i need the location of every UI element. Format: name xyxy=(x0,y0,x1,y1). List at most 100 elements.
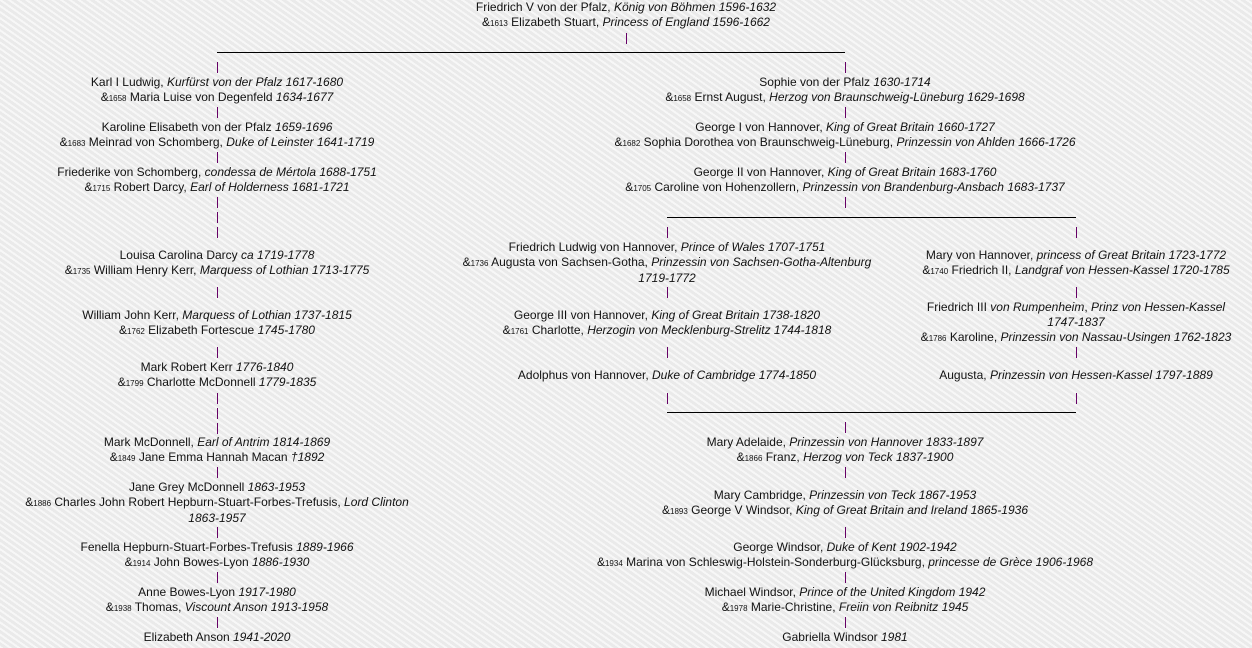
title-dates: Herzogin von Mecklenburg-Strelitz 1744-1… xyxy=(587,323,832,337)
name-text: Karoline, xyxy=(946,330,1001,344)
name-text: & xyxy=(100,90,109,104)
person-entry-augusta: Augusta, Prinzessin von Hessen-Kassel 17… xyxy=(939,368,1213,383)
descent-connector xyxy=(217,212,218,223)
entry-line: Friedrich Ludwig von Hannover, Prince of… xyxy=(463,240,872,255)
title-dates: Prinzessin von Teck 1867-1953 xyxy=(809,488,977,502)
descent-connector xyxy=(217,393,218,404)
title-dates: ca 1719-1778 xyxy=(240,248,315,262)
descent-connector xyxy=(845,572,846,583)
name-text: & xyxy=(736,450,745,464)
name-text: & xyxy=(84,180,93,194)
descent-connector xyxy=(217,527,218,538)
name-text: Sophie von der Pfalz xyxy=(759,75,874,89)
name-text: & xyxy=(105,600,114,614)
marriage-year: 1786 xyxy=(928,334,947,343)
title-dates: Princess of England 1596-1662 xyxy=(602,15,770,29)
name-text: , xyxy=(1084,300,1092,314)
title-dates: Prince of Wales 1707-1751 xyxy=(680,240,826,254)
title-dates: Freiin von Reibnitz 1945 xyxy=(838,600,969,614)
name-text: Charlotte McDonnell xyxy=(143,375,259,389)
person-entry-karoline: Karoline Elisabeth von der Pfalz 1659-16… xyxy=(60,120,375,151)
entry-line: Mary Cambridge, Prinzessin von Teck 1867… xyxy=(662,488,1028,503)
entry-line: Gabriella Windsor 1981 xyxy=(782,630,907,645)
person-entry-mary: Mary von Hannover, princess of Great Bri… xyxy=(922,248,1229,279)
name-text: Meinrad von Schomberg, xyxy=(85,135,227,149)
person-entry-friedrich3: Friedrich III von Rumpenheim, Prinz von … xyxy=(921,300,1232,346)
entry-line: Friedrich V von der Pfalz, König von Böh… xyxy=(476,0,776,15)
name-text: Marie-Christine, xyxy=(747,600,839,614)
marriage-year: 1866 xyxy=(744,454,763,463)
person-entry-adolphus: Adolphus von Hannover, Duke of Cambridge… xyxy=(518,368,816,383)
name-text: John Bowes-Lyon xyxy=(150,555,253,569)
marriage-year: 1799 xyxy=(125,379,144,388)
person-entry-gabriella: Gabriella Windsor 1981 xyxy=(782,630,907,645)
title-dates: 1981 xyxy=(881,630,908,644)
title-dates: Prince of the United Kingdom 1942 xyxy=(799,585,986,599)
title-dates: Marquess of Lothian 1713-1775 xyxy=(199,263,370,277)
descent-connector xyxy=(845,617,846,628)
marriage-year: 1715 xyxy=(92,184,111,193)
entry-line: &1886 Charles John Robert Hepburn-Stuart… xyxy=(25,495,409,511)
descent-connector xyxy=(667,347,668,358)
title-dates: Prinzessin von Hannover 1833-1897 xyxy=(789,435,984,449)
name-text: & xyxy=(502,323,511,337)
descent-connector xyxy=(1076,347,1077,358)
name-text: Mark McDonnell, xyxy=(103,435,198,449)
entry-line: &1715 Robert Darcy, Earl of Holderness 1… xyxy=(57,180,377,196)
descent-connector xyxy=(1076,393,1077,404)
marriage-year: 1934 xyxy=(604,559,623,568)
name-text: & xyxy=(117,375,126,389)
name-text: Mary Adelaide, xyxy=(706,435,790,449)
name-text: & xyxy=(665,90,674,104)
name-text: Mark Robert Kerr xyxy=(140,360,236,374)
name-text: William Henry Kerr, xyxy=(90,263,200,277)
descent-connector xyxy=(217,423,218,434)
marriage-year: 1705 xyxy=(633,184,652,193)
entry-line: &1658 Ernst August, Herzog von Braunschw… xyxy=(665,90,1024,106)
title-dates: 1886-1930 xyxy=(252,555,310,569)
descent-connector xyxy=(217,197,218,208)
descent-connector xyxy=(667,393,668,404)
marriage-year: 1938 xyxy=(113,604,132,613)
name-text: & xyxy=(25,495,34,509)
marriage-year: 1978 xyxy=(729,604,748,613)
name-text: Anne Bowes-Lyon xyxy=(138,585,239,599)
title-dates: 1659-1696 xyxy=(275,120,333,134)
name-text: George III von Hannover, xyxy=(513,308,652,322)
title-dates: König von Böhmen 1596-1632 xyxy=(613,0,777,14)
marriage-year: 1735 xyxy=(72,267,91,276)
sibling-line xyxy=(217,52,845,53)
descent-connector xyxy=(626,33,627,44)
entry-line: &1761 Charlotte, Herzogin von Mecklenbur… xyxy=(503,323,832,339)
title-dates: 1747-1837 xyxy=(1047,315,1105,329)
title-dates: 1779-1835 xyxy=(258,375,317,389)
person-entry-george1: George I von Hannover, King of Great Bri… xyxy=(615,120,1076,151)
name-text: Mary von Hannover, xyxy=(925,248,1037,262)
title-dates: 1889-1966 xyxy=(296,540,354,554)
entry-line: &1740 Friedrich II, Landgraf von Hessen-… xyxy=(922,263,1229,279)
person-entry-louisa: Louisa Carolina Darcy ca 1719-1778 &1735 … xyxy=(65,248,370,279)
name-text: Franz, xyxy=(762,450,804,464)
person-entry-michael: Michael Windsor, Prince of the United Ki… xyxy=(705,585,986,616)
name-text: Robert Darcy, xyxy=(110,180,191,194)
entry-line: Fenella Hepburn-Stuart-Forbes-Trefusis 1… xyxy=(80,540,353,555)
descent-connector xyxy=(1076,227,1077,238)
name-text: & xyxy=(59,135,68,149)
title-dates: †1892 xyxy=(290,450,325,464)
title-dates: 1719-1772 xyxy=(638,271,696,285)
person-entry-janegrey: Jane Grey McDonnell 1863-1953 &1886 Charl… xyxy=(25,480,409,526)
name-text: Marina von Schleswig-Holstein-Sonderburg… xyxy=(622,555,929,569)
name-text: & xyxy=(109,450,118,464)
marriage-year: 1893 xyxy=(670,507,688,516)
name-text: Friedrich V von der Pfalz, xyxy=(475,0,614,14)
name-text: & xyxy=(462,255,471,269)
entry-line: Karoline Elisabeth von der Pfalz 1659-16… xyxy=(60,120,375,135)
title-dates: Prinzessin von Nassau-Usingen 1762-1823 xyxy=(1000,330,1232,344)
name-text: Augusta, xyxy=(939,368,990,382)
title-dates: princesse de Grèce 1906-1968 xyxy=(928,555,1094,569)
title-dates: princess of Great Britain 1723-1772 xyxy=(1036,248,1227,262)
sibling-line xyxy=(667,412,1076,413)
entry-line: Friedrich III von Rumpenheim, Prinz von … xyxy=(921,300,1232,315)
person-entry-markrobert: Mark Robert Kerr 1776-1840 &1799 Charlott… xyxy=(118,360,317,391)
entry-line: &1762 Elizabeth Fortescue 1745-1780 xyxy=(82,323,351,339)
